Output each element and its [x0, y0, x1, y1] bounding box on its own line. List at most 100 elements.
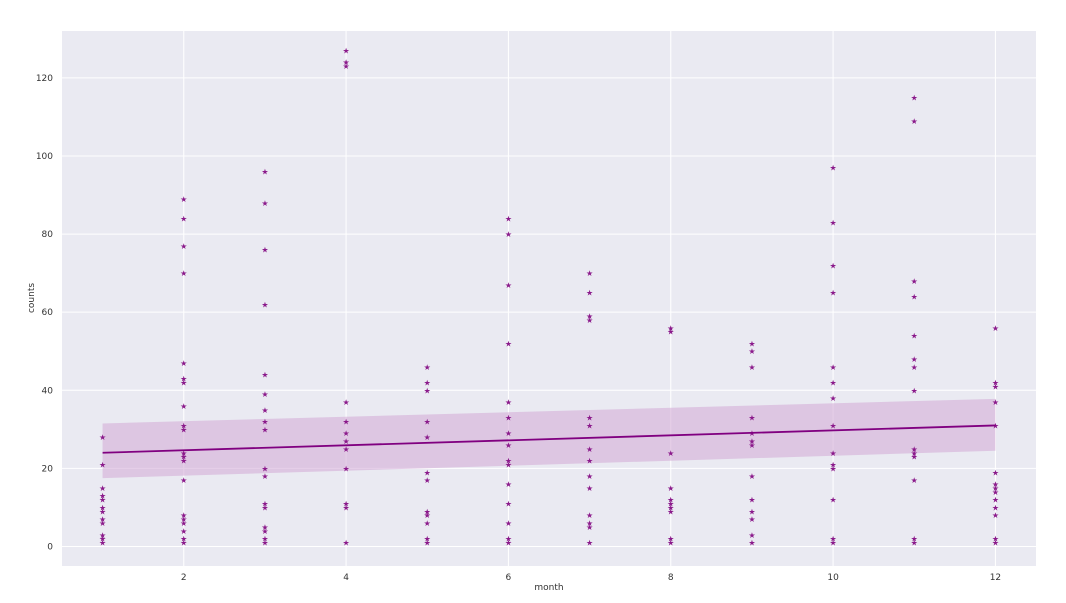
data-point: ★ [586, 457, 593, 466]
data-point: ★ [342, 437, 349, 446]
data-point: ★ [424, 386, 431, 395]
data-point: ★ [505, 457, 512, 466]
data-point: ★ [180, 425, 187, 434]
data-point: ★ [667, 535, 674, 544]
data-point: ★ [911, 117, 918, 126]
data-point: ★ [261, 246, 268, 255]
data-point: ★ [667, 539, 674, 548]
data-point: ★ [261, 503, 268, 512]
y-tick-label: 40 [42, 386, 54, 396]
x-tick-label: 4 [343, 573, 349, 583]
data-point: ★ [342, 418, 349, 427]
data-point: ★ [424, 363, 431, 372]
data-point: ★ [180, 402, 187, 411]
data-point: ★ [992, 468, 999, 477]
regression-fit-line [102, 424, 996, 454]
data-point: ★ [911, 363, 918, 372]
data-point: ★ [505, 214, 512, 223]
data-point: ★ [99, 519, 106, 528]
data-point: ★ [911, 293, 918, 302]
data-point: ★ [667, 484, 674, 493]
data-point: ★ [261, 523, 268, 532]
data-point: ★ [829, 261, 836, 270]
data-point: ★ [748, 531, 755, 540]
data-point: ★ [829, 363, 836, 372]
data-point: ★ [99, 492, 106, 501]
data-point: ★ [180, 375, 187, 384]
data-point: ★ [342, 62, 349, 71]
y-tick-label: 100 [36, 152, 53, 162]
data-point: ★ [911, 535, 918, 544]
data-point: ★ [992, 535, 999, 544]
data-point: ★ [667, 324, 674, 333]
regression-line [102, 424, 996, 454]
data-point: ★ [180, 242, 187, 251]
data-point: ★ [505, 460, 512, 469]
data-point: ★ [180, 269, 187, 278]
data-point: ★ [586, 414, 593, 423]
data-point: ★ [992, 503, 999, 512]
data-point: ★ [586, 445, 593, 454]
data-point: ★ [992, 378, 999, 387]
data-point: ★ [261, 464, 268, 473]
x-tick-label: 6 [506, 573, 512, 583]
data-point: ★ [829, 421, 836, 430]
data-point: ★ [99, 539, 106, 548]
data-point: ★ [748, 472, 755, 481]
data-point: ★ [667, 449, 674, 458]
data-point: ★ [261, 300, 268, 309]
data-point: ★ [180, 195, 187, 204]
data-point: ★ [180, 476, 187, 485]
data-point: ★ [748, 507, 755, 516]
data-point: ★ [180, 449, 187, 458]
data-point: ★ [342, 47, 349, 56]
data-point: ★ [99, 535, 106, 544]
data-point: ★ [180, 359, 187, 368]
data-point: ★ [829, 535, 836, 544]
data-point: ★ [99, 531, 106, 540]
data-point: ★ [342, 445, 349, 454]
data-point: ★ [424, 476, 431, 485]
data-point: ★ [586, 539, 593, 548]
data-point: ★ [505, 539, 512, 548]
data-point: ★ [342, 58, 349, 67]
data-point: ★ [99, 515, 106, 524]
data-point: ★ [586, 312, 593, 321]
data-point: ★ [992, 511, 999, 520]
data-point: ★ [99, 484, 106, 493]
data-point: ★ [829, 460, 836, 469]
data-point: ★ [992, 324, 999, 333]
data-point: ★ [667, 500, 674, 509]
data-point: ★ [829, 496, 836, 505]
data-point: ★ [829, 218, 836, 227]
data-point: ★ [992, 480, 999, 489]
grid-lines [62, 31, 1036, 566]
data-point: ★ [99, 433, 106, 442]
y-tick-label: 0 [47, 542, 53, 552]
data-point: ★ [342, 429, 349, 438]
data-point: ★ [180, 421, 187, 430]
data-point: ★ [586, 269, 593, 278]
data-point: ★ [748, 363, 755, 372]
y-tick-label: 20 [42, 464, 54, 474]
data-point: ★ [342, 464, 349, 473]
data-point: ★ [342, 398, 349, 407]
y-axis-label: counts [27, 283, 37, 313]
x-tick-label: 2 [181, 573, 187, 583]
data-point: ★ [261, 418, 268, 427]
data-point: ★ [911, 476, 918, 485]
data-point: ★ [992, 539, 999, 548]
data-point: ★ [748, 539, 755, 548]
data-point: ★ [261, 500, 268, 509]
data-point: ★ [261, 527, 268, 536]
data-point: ★ [829, 164, 836, 173]
data-point: ★ [180, 527, 187, 536]
y-tick-label: 60 [42, 308, 54, 318]
data-point: ★ [505, 519, 512, 528]
data-point: ★ [829, 539, 836, 548]
x-tick-label: 12 [990, 573, 1001, 583]
data-point: ★ [505, 535, 512, 544]
data-point: ★ [180, 378, 187, 387]
data-point: ★ [992, 382, 999, 391]
